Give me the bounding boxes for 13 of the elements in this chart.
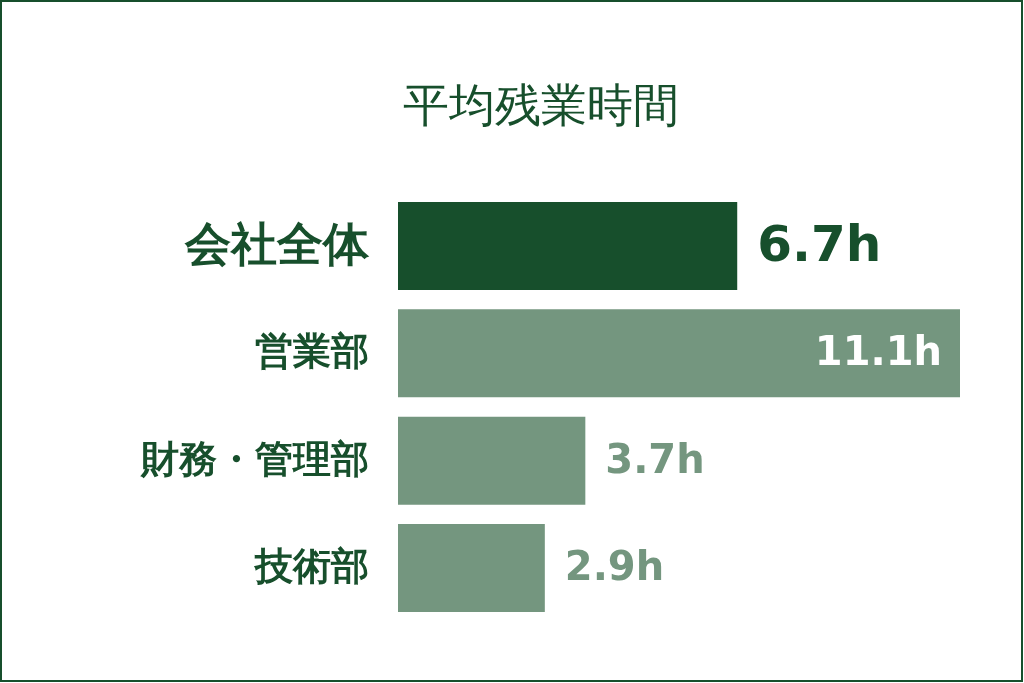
data-label: 3.7h — [605, 435, 705, 482]
bar — [398, 523, 545, 612]
bar — [398, 202, 738, 291]
bar — [398, 309, 960, 398]
y-tick-label: 技術部 — [252, 543, 369, 588]
y-tick-label: 営業部 — [254, 329, 369, 374]
y-tick-label: 会社全体 — [183, 217, 370, 272]
y-tick-label: 財務・管理部 — [139, 436, 369, 481]
bar — [398, 416, 586, 505]
data-label: 11.1h — [814, 328, 942, 375]
chart-title: 平均残業時間 — [403, 78, 679, 132]
data-label: 6.7h — [757, 215, 882, 274]
data-label: 2.9h — [564, 542, 665, 589]
